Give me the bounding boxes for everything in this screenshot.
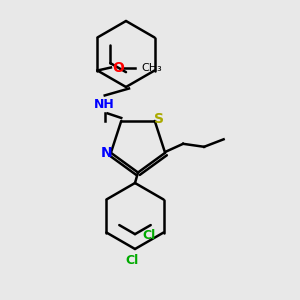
- Text: NH: NH: [94, 98, 115, 111]
- Text: N: N: [100, 146, 112, 160]
- Text: CH₃: CH₃: [142, 62, 163, 73]
- Text: Cl: Cl: [142, 229, 155, 242]
- Text: S: S: [154, 112, 164, 126]
- Text: O: O: [112, 61, 124, 74]
- Text: Cl: Cl: [125, 254, 139, 268]
